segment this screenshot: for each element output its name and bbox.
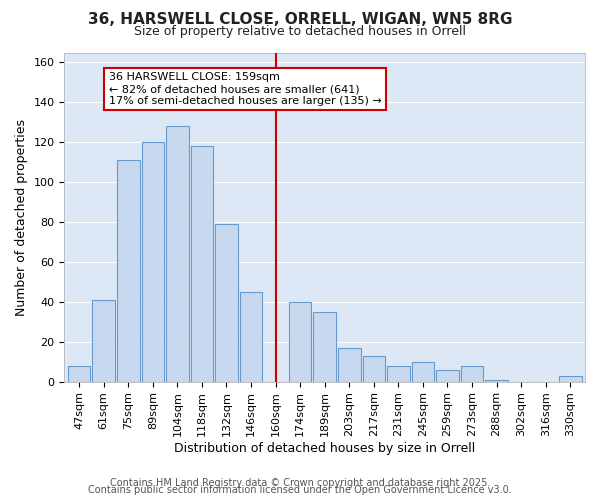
Text: Contains public sector information licensed under the Open Government Licence v3: Contains public sector information licen…: [88, 485, 512, 495]
Bar: [117, 160, 140, 382]
Bar: [436, 370, 459, 382]
Bar: [166, 126, 188, 382]
X-axis label: Distribution of detached houses by size in Orrell: Distribution of detached houses by size …: [174, 442, 475, 455]
Bar: [338, 348, 361, 382]
Bar: [412, 362, 434, 382]
Text: 36, HARSWELL CLOSE, ORRELL, WIGAN, WN5 8RG: 36, HARSWELL CLOSE, ORRELL, WIGAN, WN5 8…: [88, 12, 512, 28]
Bar: [387, 366, 410, 382]
Bar: [485, 380, 508, 382]
Bar: [461, 366, 484, 382]
Bar: [289, 302, 311, 382]
Y-axis label: Number of detached properties: Number of detached properties: [15, 118, 28, 316]
Bar: [215, 224, 238, 382]
Bar: [240, 292, 262, 382]
Bar: [68, 366, 91, 382]
Text: 36 HARSWELL CLOSE: 159sqm
← 82% of detached houses are smaller (641)
17% of semi: 36 HARSWELL CLOSE: 159sqm ← 82% of detac…: [109, 72, 382, 106]
Text: Contains HM Land Registry data © Crown copyright and database right 2025.: Contains HM Land Registry data © Crown c…: [110, 478, 490, 488]
Bar: [313, 312, 336, 382]
Bar: [142, 142, 164, 382]
Text: Size of property relative to detached houses in Orrell: Size of property relative to detached ho…: [134, 25, 466, 38]
Bar: [92, 300, 115, 382]
Bar: [559, 376, 581, 382]
Bar: [362, 356, 385, 382]
Bar: [191, 146, 213, 382]
